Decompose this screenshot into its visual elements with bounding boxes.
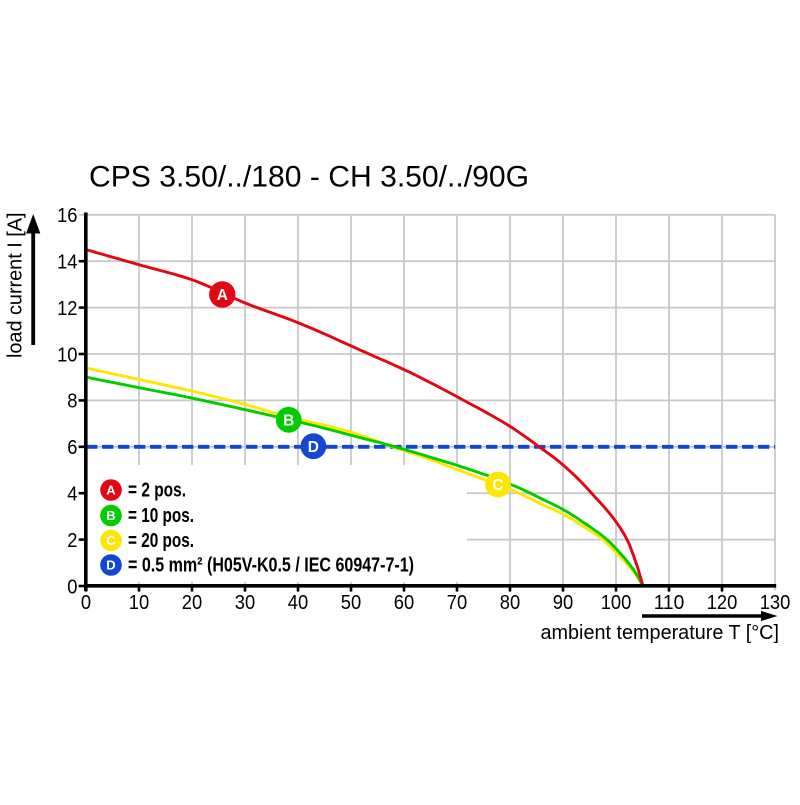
svg-text:0: 0 [67,576,77,598]
svg-text:80: 80 [500,592,520,614]
svg-text:ambient temperature T [°C]: ambient temperature T [°C] [541,622,780,644]
svg-text:8: 8 [67,391,77,413]
svg-text:70: 70 [447,592,467,614]
svg-text:2: 2 [67,530,77,552]
svg-text:14: 14 [57,252,77,274]
svg-text:C: C [492,477,503,494]
svg-text:130: 130 [760,592,791,614]
svg-text:B: B [283,412,294,429]
svg-text:120: 120 [707,592,738,614]
svg-text:100: 100 [601,592,632,614]
svg-text:B: B [106,508,115,523]
svg-text:6: 6 [67,437,77,459]
svg-text:= 20 pos.: = 20 pos. [128,530,194,552]
svg-text:40: 40 [288,592,308,614]
svg-text:10: 10 [57,344,77,366]
svg-text:20: 20 [182,592,202,614]
svg-text:= 10 pos.: = 10 pos. [128,505,194,527]
svg-text:D: D [308,439,319,456]
svg-text:0: 0 [81,592,91,614]
svg-text:CPS 3.50/../180 - CH 3.50/../9: CPS 3.50/../180 - CH 3.50/../90G [89,161,529,194]
svg-text:4: 4 [67,484,77,506]
svg-text:10: 10 [129,592,149,614]
svg-text:= 0.5 mm² (H05V-K0.5 / IEC 609: = 0.5 mm² (H05V-K0.5 / IEC 60947-7-1) [128,555,414,577]
svg-text:C: C [106,533,116,548]
svg-text:90: 90 [553,592,573,614]
svg-text:= 2 pos.: = 2 pos. [128,480,186,502]
svg-text:A: A [106,483,116,498]
svg-text:12: 12 [57,298,77,320]
svg-text:60: 60 [394,592,414,614]
svg-text:30: 30 [235,592,255,614]
svg-text:16: 16 [57,205,77,227]
svg-text:D: D [106,558,115,573]
svg-text:110: 110 [654,592,685,614]
svg-text:A: A [217,287,228,304]
svg-text:50: 50 [341,592,361,614]
svg-text:load current I [A]: load current I [A] [5,213,27,359]
